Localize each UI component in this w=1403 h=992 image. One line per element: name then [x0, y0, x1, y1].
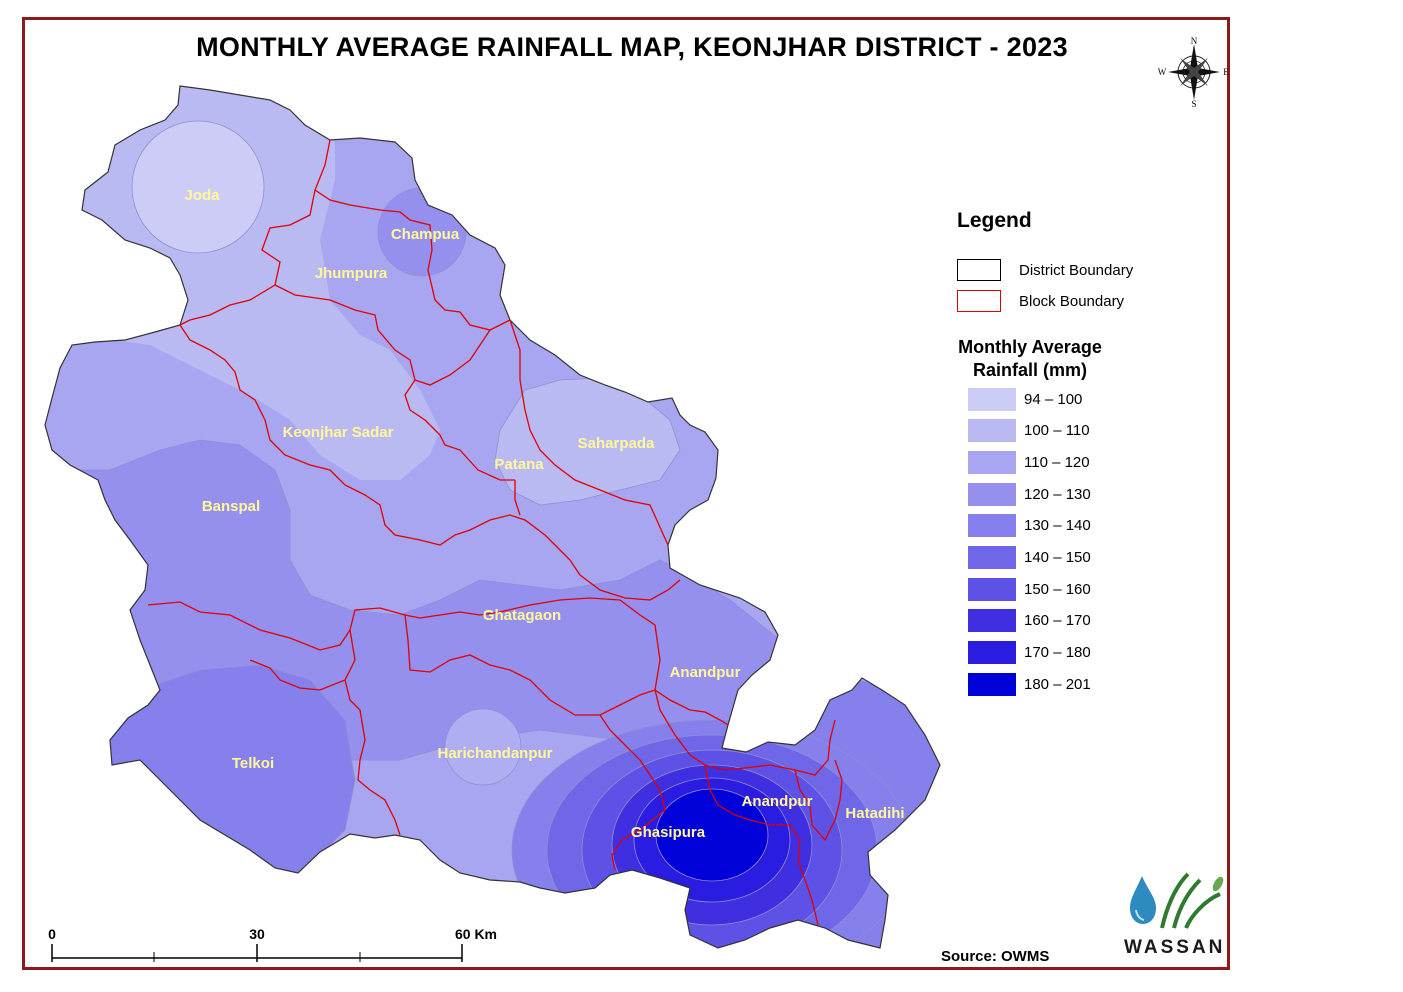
legend-class-label: 170 – 180: [1024, 644, 1091, 662]
legend-class-row: 100 – 110: [968, 419, 1090, 443]
boundary-ghatagaon-harichandanpur: [404, 614, 656, 716]
legend-class-label: 130 – 140: [1024, 517, 1091, 535]
legend-class-swatch: [968, 641, 1016, 665]
zone-110-120-harichandanpur: [444, 708, 522, 786]
legend-class-label: 150 – 160: [1024, 580, 1091, 598]
legend-class-label: 120 – 130: [1024, 485, 1091, 503]
north-letter: N: [1191, 36, 1198, 46]
rainfall-surface: [45, 86, 940, 948]
legend-class-swatch: [968, 419, 1016, 443]
legend-label-district: District Boundary: [1019, 261, 1134, 279]
legend-class-swatch: [968, 482, 1016, 506]
boundary-ghatagaon-anandpur: [619, 599, 729, 726]
boundary-patana-ghatagaon: [514, 480, 521, 516]
scale-tick-30: 30: [249, 926, 265, 942]
boundary-anandpur2-hatadihi: [794, 759, 843, 842]
legend-class-row: 160 – 170: [968, 609, 1091, 633]
boundary-banspal-telkoi: [249, 629, 356, 691]
logo-text: WASSAN: [1124, 937, 1226, 958]
east-letter: E: [1223, 67, 1229, 77]
rainfall-legend-title: Monthly Average Rainfall (mm): [935, 336, 1125, 382]
legend-class-swatch: [968, 546, 1016, 569]
boundary-sadar-ghatagaon: [179, 324, 681, 601]
boundary-anandpur-ghasipura: [654, 689, 836, 776]
boundary-ghasipura-anandpur2: [704, 764, 819, 926]
boundary-joda-jhumpura: [179, 139, 331, 326]
label-jhumpura: Jhumpura: [315, 265, 388, 282]
scale-tick-60: 60 Km: [455, 926, 497, 942]
label-patana: Patana: [494, 456, 544, 473]
label-ghatagaon: Ghatagaon: [483, 607, 561, 624]
block-boundary-swatch: [957, 290, 1001, 312]
district-boundary-swatch: [957, 259, 1001, 281]
legend-class-swatch: [968, 450, 1016, 474]
boundary-jhumpura-patana: [414, 329, 491, 386]
map-title: MONTHLY AVERAGE RAINFALL MAP, KEONJHAR D…: [196, 32, 1068, 62]
legend-class-row: 140 – 150: [968, 546, 1091, 570]
block-boundaries: [147, 139, 843, 926]
label-harichandanpur: Harichandanpur: [437, 745, 552, 762]
legend-class-swatch: [968, 609, 1016, 633]
legend-class-row: 170 – 180: [968, 641, 1091, 665]
zone-180-201: [655, 788, 769, 882]
legend-class-label: 94 – 100: [1024, 390, 1083, 408]
zone-130-140-telkoi: [99, 664, 356, 881]
scale-bar: 0 30 60 Km: [48, 926, 497, 962]
label-telkoi: Telkoi: [232, 755, 274, 772]
boundary-telkoi-harichandanpur: [344, 679, 401, 836]
legend-title: Legend: [957, 209, 1032, 232]
legend-class-swatch: [968, 672, 1016, 696]
boundary-jhumpura-sadar: [274, 284, 515, 481]
legend-class-swatch: [968, 577, 1016, 601]
legend-class-swatch: [968, 387, 1016, 411]
boundary-champua-jhumpura: [314, 189, 511, 331]
label-banspal: Banspal: [202, 498, 260, 515]
legend-class-row: 130 – 140: [968, 514, 1091, 538]
legend-class-label: 110 – 120: [1024, 453, 1090, 471]
zone-94-100-joda: [131, 120, 265, 254]
south-letter: S: [1191, 99, 1196, 108]
scale-tick-0: 0: [48, 926, 56, 942]
legend-class-row: 120 – 130: [968, 482, 1091, 506]
legend-class-label: 160 – 170: [1024, 612, 1091, 630]
boundary-patana-saharpada: [509, 319, 669, 546]
rainfall-title-line2: Rainfall (mm): [972, 360, 1087, 380]
legend-class-row: 180 – 201: [968, 672, 1091, 696]
boundary-harichandanpur-ghasipura: [599, 714, 666, 871]
source-note: Source: OWMS: [941, 948, 1050, 965]
wassan-logo-icon: [1130, 872, 1224, 929]
label-saharpada: Saharpada: [578, 435, 655, 452]
legend-label-block: Block Boundary: [1019, 292, 1125, 310]
legend-class-label: 100 – 110: [1024, 422, 1090, 440]
label-anandpur: Anandpur: [670, 664, 741, 681]
legend-class-label: 180 – 201: [1024, 675, 1091, 693]
district-boundary: [44, 85, 941, 949]
legend-class-row: 94 – 100: [968, 387, 1082, 411]
label-joda: Joda: [184, 187, 220, 204]
boundary-banspal-south: [147, 597, 621, 651]
label-champua: Champua: [391, 226, 460, 243]
label-keonjhar-sadar: Keonjhar Sadar: [283, 424, 394, 441]
legend-class-swatch: [968, 514, 1016, 538]
legend-class-label: 140 – 150: [1024, 549, 1091, 566]
north-arrow-icon: N S W E: [1158, 36, 1229, 108]
label-anandpur-2: Anandpur: [742, 793, 813, 810]
rainfall-title-line1: Monthly Average: [958, 337, 1102, 357]
label-hatadihi: Hatadihi: [845, 805, 904, 822]
west-letter: W: [1158, 67, 1167, 77]
legend-class-row: 150 – 160: [968, 577, 1091, 601]
legend-item-district: District Boundary: [957, 258, 1133, 282]
legend-class-row: 110 – 120: [968, 450, 1090, 474]
legend-item-block: Block Boundary: [957, 289, 1124, 313]
label-ghasipura: Ghasipura: [631, 824, 706, 841]
